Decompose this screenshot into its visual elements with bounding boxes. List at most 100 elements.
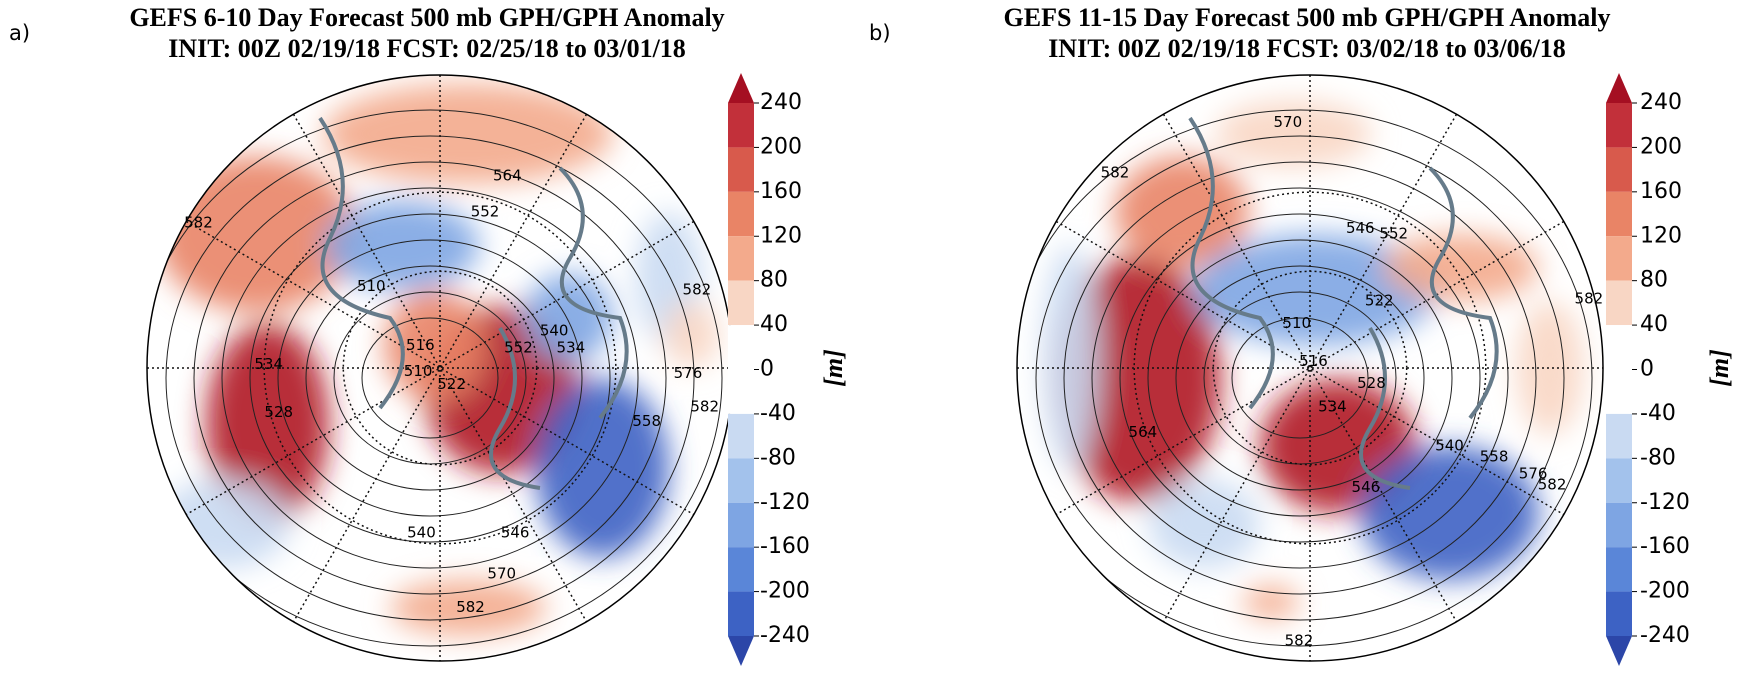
contour-label: 576 (674, 364, 703, 382)
contour-line (361, 317, 499, 439)
anomaly-blob (156, 156, 357, 313)
contour-line (1017, 109, 1593, 647)
contour-line (193, 161, 667, 595)
colorbar-tick-label: 160 (1640, 179, 1682, 204)
contour-label: 546 (1352, 478, 1381, 496)
latitude-circle (263, 191, 617, 545)
colorbar-tick-label: 200 (1640, 134, 1682, 159)
contour-line (1147, 239, 1453, 517)
colorbar-bin (1606, 236, 1632, 281)
colorbar-tick-label: -240 (760, 623, 810, 648)
colorbar-tick-label: -160 (760, 534, 810, 559)
contour-line (221, 187, 639, 569)
colorbar-extension (1606, 636, 1632, 666)
anomaly-blob (1382, 234, 1539, 302)
contour-label: 564 (493, 167, 522, 185)
colorbar-tick-label: -40 (1640, 401, 1676, 426)
anomaly-blob (323, 83, 614, 184)
anomaly-blob (1215, 100, 1372, 168)
anomaly-blob (1360, 446, 1539, 580)
colorbar-unit: [m] (1705, 349, 1734, 387)
colorbar-bin (728, 547, 754, 592)
colorbar-extension (1606, 73, 1632, 103)
latitude-circle (342, 270, 538, 466)
colorbar-unit: [m] (819, 349, 848, 387)
colorbar-tick-label: -80 (760, 445, 796, 470)
colorbar-tick-label: 240 (760, 90, 802, 115)
anomaly-blob (1243, 585, 1299, 619)
colorbar-tick-label: -240 (1640, 623, 1690, 648)
coastline (1188, 116, 1499, 490)
colorbar-bin (728, 147, 754, 192)
colorbar-tick-label: -120 (1640, 490, 1690, 515)
contour-line (165, 135, 695, 621)
panel-label: b) (869, 21, 891, 45)
contour-line (277, 239, 583, 517)
contour-line (1231, 317, 1369, 439)
colorbar-extension (728, 73, 754, 103)
contour-label: 540 (407, 523, 436, 541)
latitude-circle (1133, 191, 1487, 545)
colorbar-bin (1606, 147, 1632, 192)
colorbar-tick-label: -200 (760, 579, 810, 604)
contour-label: 546 (501, 523, 530, 541)
colorbar-tick-label: 80 (1640, 268, 1668, 293)
contour-label: 522 (437, 375, 466, 393)
contour-label: 522 (1365, 292, 1394, 310)
colorbar-tick-label: 240 (1640, 90, 1682, 115)
colorbar-tick-label: 80 (760, 268, 788, 293)
colorbar-tick-label: -80 (1640, 445, 1676, 470)
contour-label: 564 (1129, 423, 1158, 441)
colorbar-bin (728, 413, 754, 459)
colorbar-extension (728, 636, 754, 666)
colorbar-bin (728, 103, 754, 148)
contour-label: 510 (1282, 314, 1311, 332)
coastline (318, 116, 629, 490)
panel-title: GEFS 11-15 Day Forecast 500 mb GPH/GPH A… (1004, 3, 1611, 32)
map-field (1017, 75, 1603, 661)
anomaly-blob (156, 479, 290, 569)
contour-label: 558 (632, 412, 661, 430)
panel-title: INIT: 00Z 02/19/18 FCST: 03/02/18 to 03/… (1048, 34, 1566, 63)
contour-label: 582 (456, 598, 485, 616)
contour-label: 570 (1274, 113, 1303, 131)
contour-line (249, 213, 611, 543)
colorbar-tick-label: 200 (760, 134, 802, 159)
contour-line (1063, 161, 1537, 595)
panel-title: INIT: 00Z 02/19/18 FCST: 02/25/18 to 03/… (168, 34, 686, 63)
anomaly-blob (535, 379, 669, 558)
colorbar-bin (728, 325, 754, 370)
contour-line (1175, 265, 1425, 491)
contour-label: 582 (1101, 163, 1130, 181)
colorbar-bin (728, 502, 754, 548)
panel-title: GEFS 6-10 Day Forecast 500 mb GPH/GPH An… (129, 3, 724, 32)
anomaly-blob (1042, 245, 1099, 469)
colorbar-bin (728, 591, 754, 636)
contour-line (147, 109, 723, 647)
colorbar-tick-label: -200 (1640, 579, 1690, 604)
anomaly-blob (663, 301, 720, 368)
contour-label: 534 (1318, 397, 1347, 415)
contour-label: 516 (406, 336, 435, 354)
contour-label: 582 (184, 214, 213, 232)
anomaly-field (156, 83, 720, 636)
contour-label: 582 (1538, 476, 1567, 494)
map-border (1016, 74, 1604, 662)
colorbar-bin (1606, 413, 1632, 459)
contour-label: 582 (690, 397, 719, 415)
map-field (147, 75, 733, 661)
colorbar-bin (1606, 591, 1632, 636)
anomaly-blob (206, 323, 329, 525)
colorbar-bin (728, 191, 754, 237)
colorbar-bin (728, 280, 754, 326)
colorbar-tick-label: 0 (760, 357, 774, 382)
anomaly-blob (323, 200, 480, 290)
contour-label: 552 (504, 338, 533, 356)
colorbar-tick-label: 120 (1640, 223, 1682, 248)
contour-label: 510 (404, 362, 433, 380)
contour-label: 552 (1379, 225, 1408, 243)
contour-line (305, 265, 555, 491)
contour-label: 582 (1285, 632, 1314, 650)
panel: a) GEFS 6-10 Day Forecast 500 mb GPH/GPH … (9, 3, 848, 666)
